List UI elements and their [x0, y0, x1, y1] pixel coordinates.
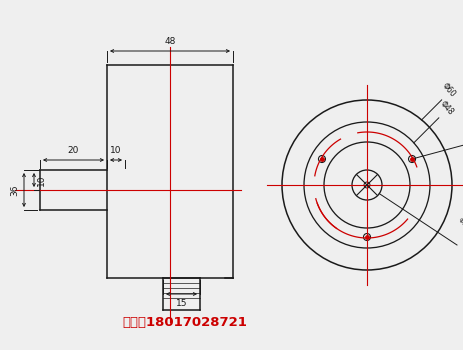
Text: Φ10-0.018: Φ10-0.018 — [456, 216, 463, 248]
Text: 36: 36 — [10, 184, 19, 196]
Text: 手机：18017028721: 手机：18017028721 — [122, 315, 247, 329]
Text: 10: 10 — [37, 174, 46, 186]
Text: Φ60: Φ60 — [440, 81, 457, 99]
Text: 15: 15 — [175, 299, 187, 308]
Text: 10: 10 — [110, 146, 121, 155]
Text: Φ48: Φ48 — [437, 99, 454, 117]
Text: 20: 20 — [68, 146, 79, 155]
Text: 48: 48 — [164, 37, 175, 46]
